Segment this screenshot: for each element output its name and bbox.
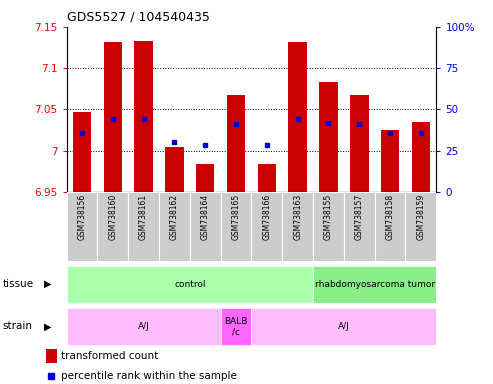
- Bar: [73, 112, 91, 192]
- Bar: [227, 95, 245, 192]
- Text: ▶: ▶: [44, 279, 52, 289]
- Bar: [375, 192, 405, 261]
- Bar: [257, 164, 276, 192]
- Text: strain: strain: [2, 321, 33, 331]
- Text: tissue: tissue: [2, 279, 34, 289]
- Bar: [282, 192, 313, 261]
- Bar: [134, 41, 153, 192]
- Bar: [344, 192, 375, 261]
- Text: GSM738157: GSM738157: [355, 194, 364, 240]
- Bar: [67, 192, 98, 261]
- Bar: [350, 95, 368, 192]
- Bar: [251, 308, 436, 345]
- Text: GSM738162: GSM738162: [170, 194, 179, 240]
- Text: GSM738166: GSM738166: [262, 194, 271, 240]
- Text: control: control: [174, 280, 206, 289]
- Text: percentile rank within the sample: percentile rank within the sample: [61, 371, 237, 381]
- Bar: [313, 192, 344, 261]
- Bar: [67, 308, 221, 345]
- Text: A/J: A/J: [338, 322, 350, 331]
- Bar: [405, 192, 436, 261]
- Bar: [128, 192, 159, 261]
- Bar: [288, 42, 307, 192]
- Bar: [104, 42, 122, 192]
- Bar: [412, 122, 430, 192]
- Text: ▶: ▶: [44, 321, 52, 331]
- Bar: [313, 266, 436, 303]
- Bar: [190, 192, 221, 261]
- Text: transformed count: transformed count: [61, 351, 158, 361]
- Text: GSM738163: GSM738163: [293, 194, 302, 240]
- Bar: [159, 192, 190, 261]
- Text: rhabdomyosarcoma tumor: rhabdomyosarcoma tumor: [315, 280, 435, 289]
- Text: GSM738159: GSM738159: [417, 194, 425, 240]
- Text: GSM738155: GSM738155: [324, 194, 333, 240]
- Text: GSM738161: GSM738161: [139, 194, 148, 240]
- Bar: [165, 147, 184, 192]
- Text: GSM738164: GSM738164: [201, 194, 210, 240]
- Bar: [251, 192, 282, 261]
- Bar: [319, 82, 338, 192]
- Text: GSM738156: GSM738156: [77, 194, 86, 240]
- Text: GDS5527 / 104540435: GDS5527 / 104540435: [67, 10, 210, 23]
- Bar: [221, 192, 251, 261]
- Bar: [67, 266, 313, 303]
- Text: GSM738158: GSM738158: [386, 194, 394, 240]
- Bar: [98, 192, 128, 261]
- Text: BALB
/c: BALB /c: [224, 317, 247, 336]
- Bar: [46, 349, 57, 363]
- Text: GSM738165: GSM738165: [232, 194, 241, 240]
- Bar: [381, 130, 399, 192]
- Bar: [221, 308, 251, 345]
- Text: GSM738160: GSM738160: [108, 194, 117, 240]
- Text: A/J: A/J: [138, 322, 149, 331]
- Bar: [196, 164, 214, 192]
